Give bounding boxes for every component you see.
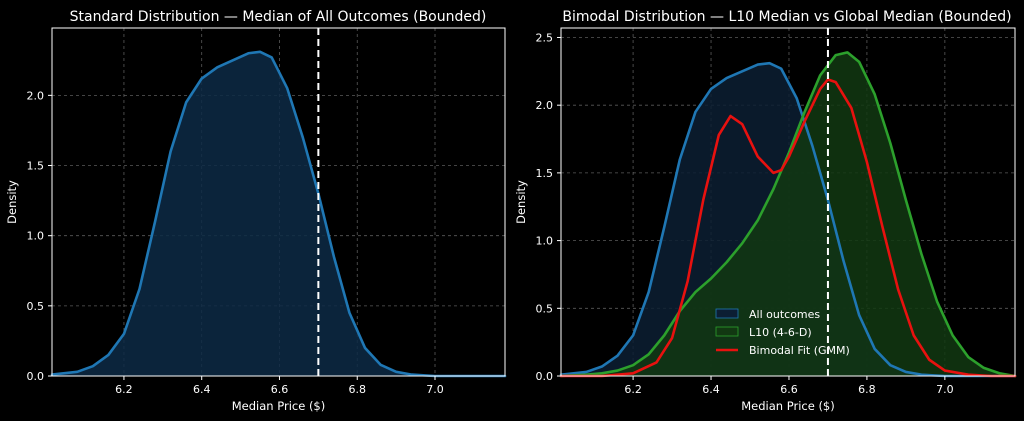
y-tick-label: 1.5 [27, 160, 45, 173]
chart-panel-standard: Standard Distribution — Median of All Ou… [5, 9, 507, 413]
x-tick-label: 6.4 [702, 383, 720, 396]
y-tick-label: 0.0 [27, 370, 45, 383]
y-tick-label: 2.0 [536, 99, 554, 112]
series-lines [559, 51, 1017, 378]
y-axis-label: Density [514, 180, 528, 224]
legend-swatch [715, 326, 739, 337]
series-lines [50, 50, 507, 378]
plot-frame [560, 27, 1016, 377]
ticks: 6.2 6.4 6.6 6.8 7.0 0.0 0.5 1.0 1.5 2.0 [27, 89, 444, 396]
series-line-all-outcomes [50, 50, 507, 378]
y-tick-label: 0.5 [536, 302, 554, 315]
x-tick-label: 6.4 [193, 383, 211, 396]
y-tick-label: 2.0 [27, 89, 45, 102]
y-tick-label: 1.0 [27, 230, 45, 243]
area-fills [52, 51, 505, 376]
series-line-all-outcomes [559, 61, 1017, 378]
legend-label: Bimodal Fit (GMM) [749, 344, 850, 357]
chart-title: Bimodal Distribution — L10 Median vs Glo… [562, 9, 1011, 25]
chart-panel-bimodal: Bimodal Distribution — L10 Median vs Glo… [514, 9, 1017, 413]
x-tick-label: 6.6 [271, 383, 289, 396]
y-tick-label: 2.5 [536, 31, 554, 44]
x-axis-label: Median Price ($) [232, 399, 325, 413]
x-axis-label: Median Price ($) [741, 399, 834, 413]
area-fill-l10-4-6-d [561, 52, 1015, 377]
x-tick-label: 6.2 [115, 383, 133, 396]
x-tick-label: 6.8 [858, 383, 876, 396]
y-tick-label: 1.0 [536, 235, 554, 248]
x-tick-label: 6.2 [624, 383, 642, 396]
plot-frame [51, 27, 506, 377]
x-tick-label: 7.0 [426, 383, 444, 396]
series-line-l10-4-6-d [559, 51, 1017, 378]
ticks: 6.2 6.4 6.6 6.8 7.0 0.0 0.5 1.0 1.5 2.0 2.5 [536, 31, 954, 396]
area-fill-all-outcomes [52, 51, 505, 376]
legend-label: All outcomes [749, 308, 820, 321]
y-tick-label: 1.5 [536, 167, 554, 180]
legend-swatch [715, 308, 739, 319]
area-fills [561, 52, 1015, 377]
series-line-bimodal-fit-gmm [559, 78, 1017, 378]
x-tick-label: 6.6 [780, 383, 798, 396]
x-tick-label: 6.8 [348, 383, 366, 396]
legend-label: L10 (4-6-D) [749, 326, 812, 339]
y-tick-label: 0.0 [536, 370, 554, 383]
y-tick-label: 0.5 [27, 300, 45, 313]
y-axis-label: Density [5, 180, 19, 224]
x-tick-label: 7.0 [936, 383, 954, 396]
chart-title: Standard Distribution — Median of All Ou… [70, 9, 487, 25]
legend: All outcomes L10 (4-6-D) Bimodal Fit (GMM) [715, 308, 850, 357]
